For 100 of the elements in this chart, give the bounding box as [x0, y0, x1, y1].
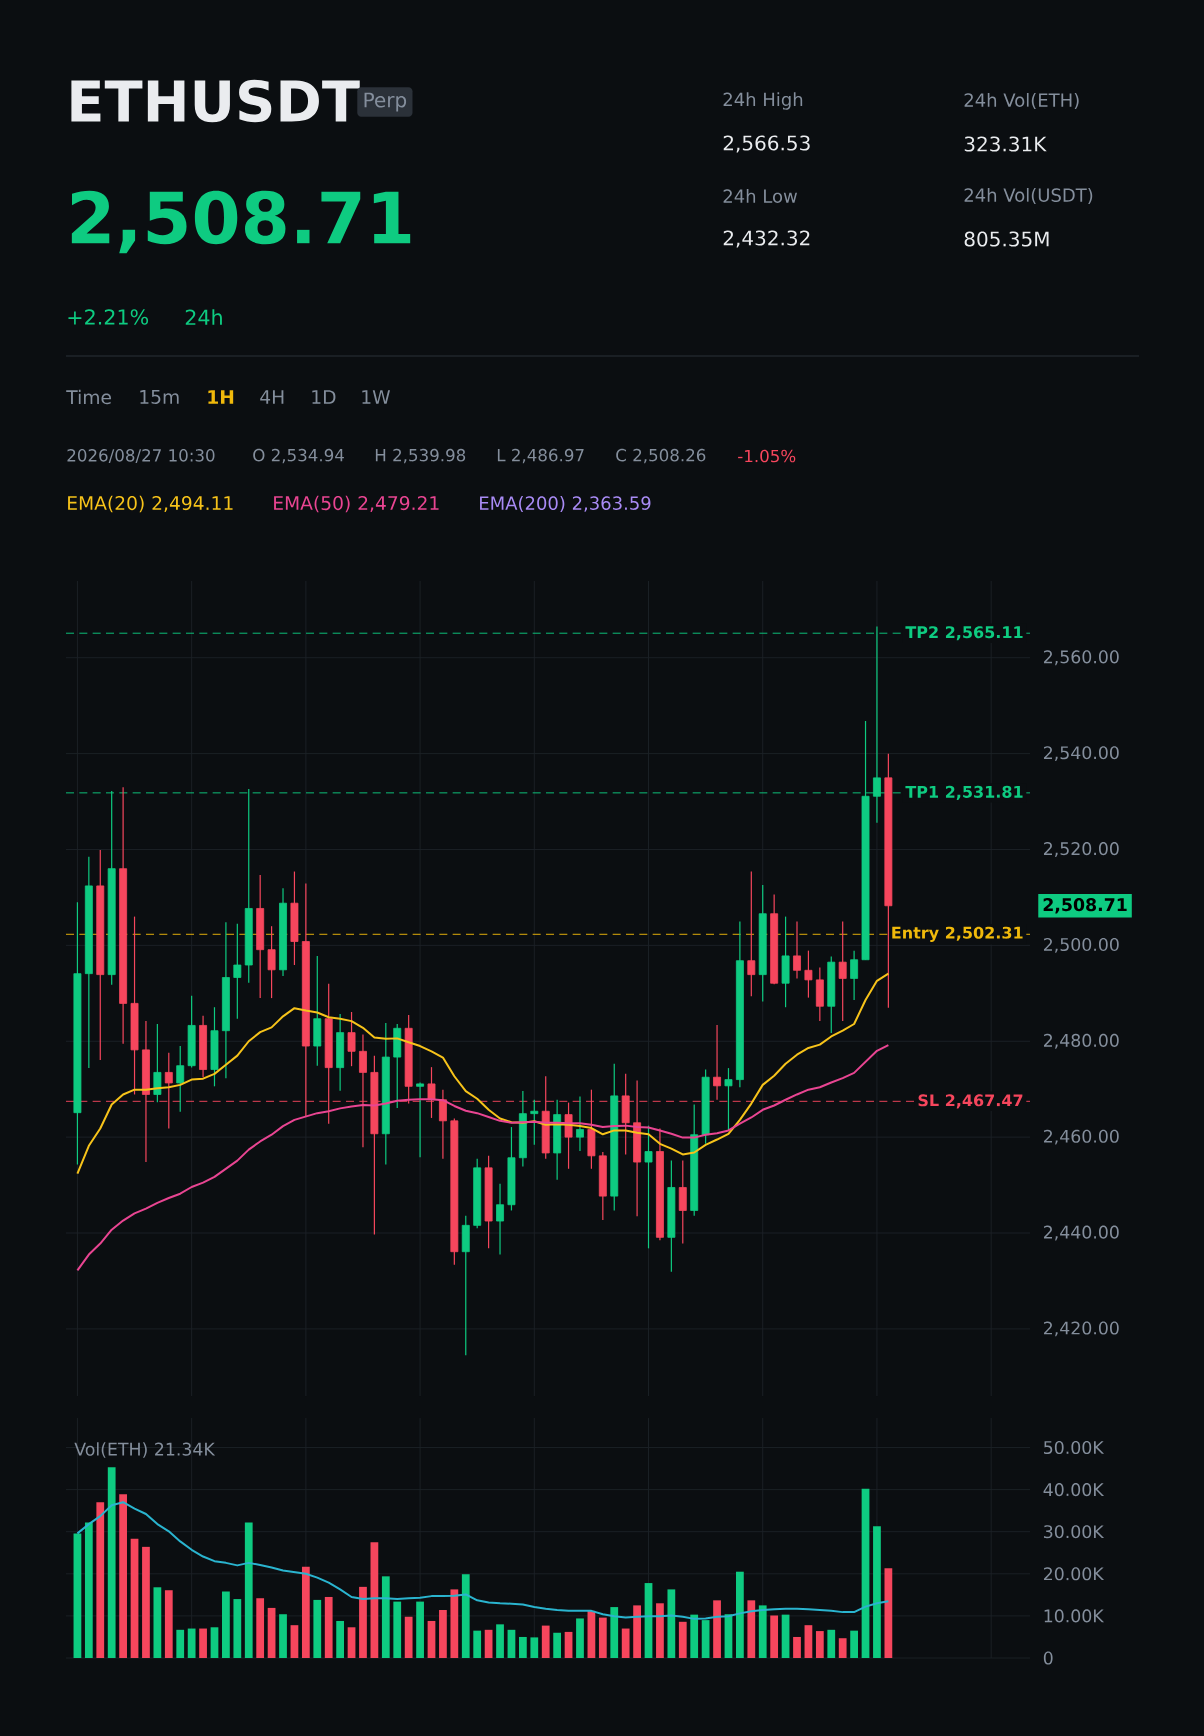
bar: [73, 1533, 82, 1659]
bar: [279, 1614, 287, 1659]
candlestick: [724, 1067, 733, 1132]
candlestick: [838, 920, 847, 1022]
bar: [461, 1574, 470, 1659]
text: 1D: [312, 390, 336, 404]
bar: [176, 1629, 185, 1659]
bar: [416, 1601, 424, 1659]
bar: [564, 1631, 573, 1659]
bar: [130, 1538, 139, 1659]
bar: [256, 1598, 265, 1659]
candlestick: [678, 1160, 687, 1245]
bar: [324, 1596, 333, 1659]
bar: [153, 1587, 162, 1659]
candlestick: [747, 870, 756, 997]
text: 805.35M: [964, 231, 1049, 247]
y-tick-label: 30.00K: [1044, 1525, 1105, 1539]
y-tick-label: 10.00K: [1044, 1609, 1105, 1623]
bar: [598, 1617, 607, 1659]
bar: [164, 1590, 173, 1659]
text: 15m: [140, 390, 179, 404]
bar: [142, 1546, 150, 1659]
bar: [199, 1628, 207, 1659]
y-tick-label: 2,480.00: [1043, 1033, 1119, 1049]
text: 24h Vol(USDT): [964, 187, 1093, 205]
bar: [541, 1625, 550, 1659]
y-tick-label: 2,540.00: [1043, 746, 1119, 762]
line-series: [76, 972, 890, 1175]
candlestick: [496, 1183, 504, 1256]
bar: [107, 1467, 116, 1659]
y-tick-label: 2,460.00: [1043, 1129, 1119, 1145]
bar: [793, 1636, 801, 1659]
bar: [336, 1620, 345, 1659]
text: 323.31K: [964, 136, 1047, 152]
bar: [770, 1615, 779, 1659]
text: C 2,508.26: [616, 448, 706, 464]
bar: [838, 1638, 847, 1659]
text: 2,566.53: [723, 135, 810, 153]
bar: [496, 1624, 504, 1659]
bar: [450, 1589, 459, 1659]
bar: [359, 1586, 367, 1659]
bar: [381, 1576, 390, 1659]
bar: [244, 1522, 253, 1659]
bar: [290, 1625, 299, 1659]
y-tick-label: 50.00K: [1044, 1440, 1105, 1455]
y-tick-label: 2,520.00: [1043, 842, 1119, 857]
bar: [473, 1630, 482, 1659]
bar: [301, 1566, 310, 1659]
bar: [873, 1526, 881, 1659]
candlestick: [576, 1095, 584, 1152]
text: 2026/08/27 10:30: [67, 449, 215, 463]
text: EMA(200) 2,363.59: [480, 496, 651, 513]
bar: [804, 1625, 813, 1659]
bar: [347, 1627, 356, 1659]
text: Vol(ETH) 21.34K: [74, 1442, 216, 1458]
bar: [427, 1620, 436, 1659]
bar: [884, 1568, 893, 1659]
text: EMA(50) 2,479.21: [274, 495, 439, 513]
candlestick: [644, 1125, 653, 1249]
bar: [84, 1522, 93, 1659]
y-tick-label: 2,420.00: [1043, 1321, 1119, 1337]
bar: [530, 1637, 539, 1659]
bar: [621, 1628, 630, 1659]
text: 1W: [362, 390, 390, 404]
text: 24h Low: [723, 189, 798, 203]
bar: [690, 1614, 699, 1659]
bar: [119, 1494, 127, 1659]
chart-subtitle: Perp: [364, 92, 407, 112]
candlestick: [530, 1099, 539, 1146]
y-tick-label: 20.00K: [1043, 1567, 1105, 1581]
y-tick-label: 2,560.00: [1043, 650, 1119, 666]
ref-line-label: TP1 2,531.81: [905, 785, 1023, 800]
text: 24h High: [723, 92, 803, 110]
y-tick-label: 40.00K: [1043, 1483, 1105, 1497]
candlestick: [153, 1023, 162, 1103]
bar: [393, 1601, 402, 1659]
text: 24h Vol(ETH): [964, 92, 1079, 110]
text: 1H: [208, 390, 234, 404]
candlestick: [850, 950, 859, 1001]
bar: [518, 1636, 527, 1659]
ref-line-label: SL 2,467.47: [918, 1094, 1023, 1109]
bar: [633, 1605, 641, 1659]
bar: [701, 1620, 710, 1659]
text: +2.21%: [68, 309, 149, 325]
bar: [96, 1502, 105, 1659]
bar: [267, 1607, 276, 1659]
text: 2,508.71: [1043, 898, 1127, 914]
chart-title: ETHUSDT: [71, 79, 360, 123]
bar: [313, 1599, 322, 1659]
bar: [667, 1589, 676, 1659]
text: 4H: [260, 390, 284, 404]
ref-line-label: TP2 2,565.11: [905, 626, 1023, 641]
y-tick-label: 2,500.00: [1043, 937, 1119, 953]
candlestick: [804, 950, 813, 999]
bar: [610, 1607, 619, 1659]
text: H 2,539.98: [375, 448, 466, 464]
candlestick: [416, 1081, 425, 1158]
text: 24h: [185, 309, 222, 325]
candlestick: [347, 1011, 356, 1067]
bar: [553, 1632, 562, 1659]
